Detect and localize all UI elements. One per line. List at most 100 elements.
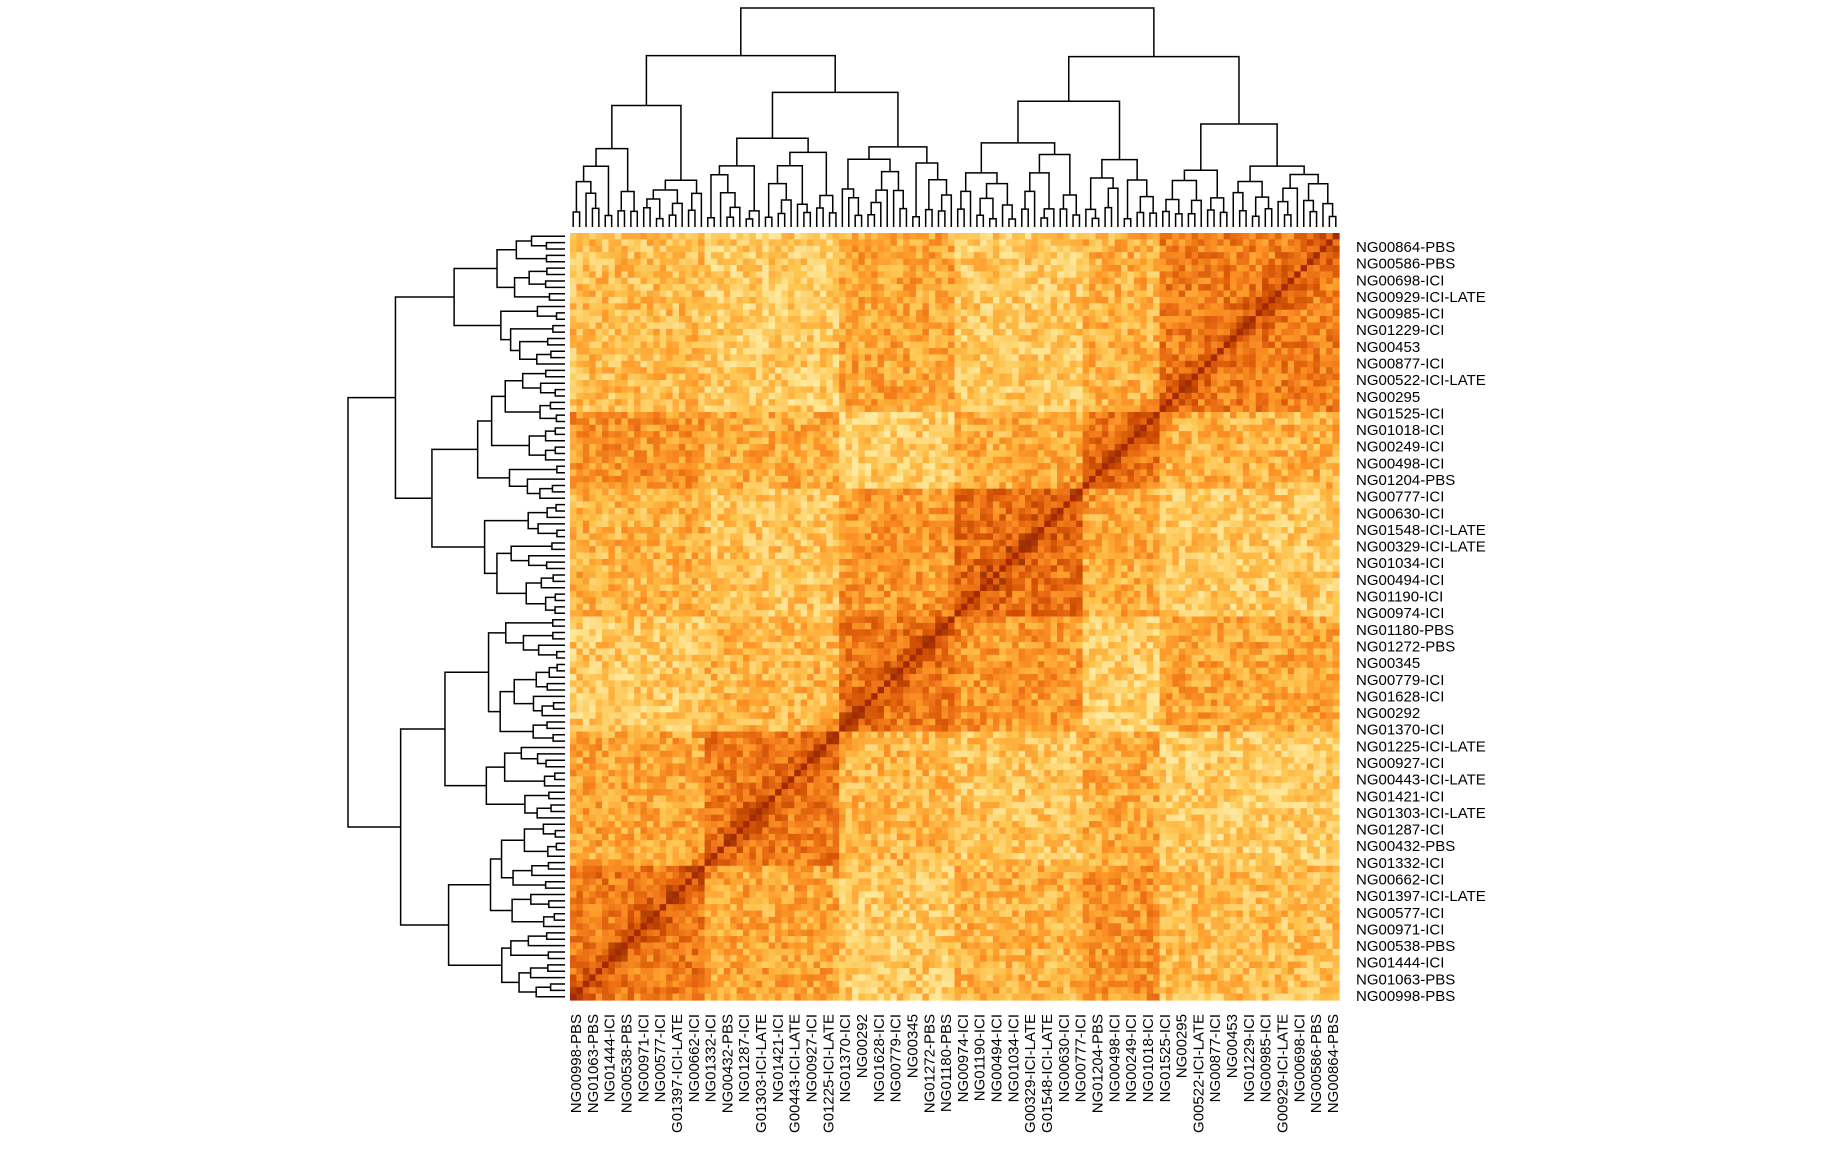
- heatmap-cell: [582, 380, 590, 387]
- heatmap-cell: [1262, 322, 1270, 330]
- heatmap-cell: [909, 258, 917, 266]
- heatmap-cell: [1249, 469, 1257, 477]
- heatmap-cell: [922, 348, 930, 356]
- heatmap-cell: [1223, 264, 1231, 272]
- heatmap-cell: [608, 386, 616, 394]
- heatmap-cell: [1217, 328, 1225, 336]
- heatmap-cell: [698, 284, 706, 292]
- heatmap-cell: [916, 296, 924, 304]
- heatmap-cell: [787, 239, 795, 247]
- heatmap-cell: [909, 431, 917, 439]
- heatmap-cell: [698, 258, 706, 266]
- heatmap-cell: [1306, 399, 1314, 407]
- heatmap-cell: [999, 360, 1007, 368]
- heatmap-cell: [736, 463, 744, 471]
- heatmap-cell: [1313, 418, 1321, 426]
- heatmap-cell: [877, 284, 885, 292]
- heatmap-cell: [832, 277, 840, 285]
- heatmap-cell: [1185, 328, 1193, 336]
- heatmap-cell: [826, 437, 834, 445]
- heatmap-cell: [858, 328, 866, 336]
- heatmap-cell: [1249, 367, 1257, 375]
- heatmap-cell: [916, 322, 924, 330]
- heatmap-cell: [807, 418, 815, 426]
- heatmap-cell: [582, 437, 590, 445]
- heatmap-cell: [749, 233, 757, 240]
- heatmap-cell: [698, 405, 706, 413]
- heatmap-cell: [800, 233, 808, 240]
- dendrogram-branch: [585, 192, 597, 227]
- heatmap-cell: [710, 405, 718, 413]
- heatmap-cell: [749, 456, 757, 464]
- heatmap-cell: [646, 443, 654, 451]
- heatmap-cell: [1281, 284, 1289, 292]
- heatmap-cell: [691, 354, 699, 362]
- heatmap-cell: [1153, 245, 1161, 253]
- heatmap-cell: [698, 271, 706, 279]
- heatmap-cell: [672, 341, 680, 349]
- heatmap-cell: [935, 411, 943, 419]
- heatmap-cell: [666, 456, 674, 464]
- heatmap-cell: [1165, 264, 1173, 272]
- heatmap-cell: [730, 373, 738, 381]
- heatmap-cell: [1262, 258, 1270, 266]
- heatmap-cell: [640, 233, 648, 240]
- heatmap-cell: [691, 258, 699, 266]
- heatmap-cell: [1140, 456, 1148, 464]
- heatmap-cell: [646, 450, 654, 458]
- heatmap-cell: [954, 271, 962, 279]
- heatmap-cell: [1108, 367, 1116, 375]
- heatmap-cell: [1242, 418, 1250, 426]
- heatmap-cell: [730, 316, 738, 324]
- heatmap-cell: [627, 380, 635, 387]
- heatmap-cell: [807, 233, 815, 240]
- heatmap-cell: [967, 328, 975, 336]
- heatmap-cell: [621, 341, 629, 349]
- heatmap-cell: [1185, 380, 1193, 387]
- heatmap-cell: [1204, 380, 1212, 387]
- heatmap-cell: [916, 245, 924, 253]
- heatmap-cell: [634, 348, 642, 356]
- heatmap-cell: [691, 367, 699, 375]
- heatmap-cell: [781, 443, 789, 451]
- heatmap-cell: [755, 424, 763, 432]
- heatmap-cell: [1223, 271, 1231, 279]
- heatmap-cell: [1146, 443, 1154, 451]
- heatmap-cell: [678, 373, 686, 381]
- heatmap-cell: [1217, 431, 1225, 439]
- heatmap-cell: [1044, 469, 1052, 477]
- heatmap-cell: [1165, 303, 1173, 311]
- heatmap-cell: [794, 405, 802, 413]
- heatmap-cell: [1204, 405, 1212, 413]
- heatmap-cell: [1294, 328, 1302, 336]
- heatmap-cell: [1146, 405, 1154, 413]
- heatmap-cell: [736, 258, 744, 266]
- heatmap-cell: [698, 335, 706, 343]
- heatmap-cell: [1242, 341, 1250, 349]
- heatmap-cell: [916, 431, 924, 439]
- heatmap-cell: [992, 469, 1000, 477]
- heatmap-cell: [1319, 245, 1327, 253]
- heatmap-cell: [832, 437, 840, 445]
- heatmap-cell: [1332, 296, 1340, 304]
- heatmap-cell: [762, 367, 770, 375]
- heatmap-cell: [1095, 367, 1103, 375]
- dendrogram-branch: [545, 254, 565, 263]
- dendrogram-branch: [985, 182, 1009, 205]
- heatmap-cell: [627, 335, 635, 343]
- heatmap-cell: [1031, 277, 1039, 285]
- heatmap-cell: [999, 252, 1007, 260]
- heatmap-cell: [1044, 463, 1052, 471]
- heatmap-cell: [935, 258, 943, 266]
- heatmap-cell: [1210, 354, 1218, 362]
- heatmap-cell: [595, 328, 603, 336]
- heatmap-cell: [1095, 463, 1103, 471]
- heatmap-cell: [1024, 303, 1032, 311]
- heatmap-cell: [851, 284, 859, 292]
- heatmap-cell: [1159, 399, 1167, 407]
- heatmap-cell: [614, 316, 622, 324]
- heatmap-cell: [666, 322, 674, 330]
- heatmap-cell: [960, 271, 968, 279]
- heatmap-cell: [1005, 328, 1013, 336]
- heatmap-cell: [602, 450, 610, 458]
